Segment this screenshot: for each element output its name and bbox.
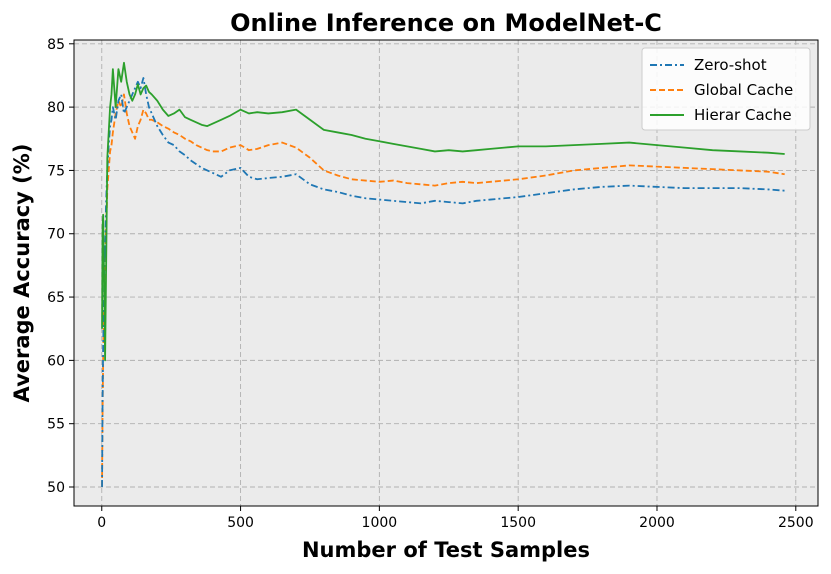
ticks-layer: 0 500 1000 1500 2000 2500 50 55 60 65 70 75 80 85: [47, 37, 813, 531]
legend-label: Hierar Cache: [694, 106, 792, 124]
legend-label: Global Cache: [694, 81, 793, 99]
x-tick-label: 1000: [362, 515, 398, 531]
chart-title: Online Inference on ModelNet-C: [230, 9, 662, 37]
series-line-hierar-cache: [101, 61, 785, 362]
y-tick-label: 85: [47, 37, 65, 53]
y-tick-label: 70: [47, 227, 65, 243]
legend-label: Zero-shot: [694, 56, 767, 74]
x-tick-label: 2500: [778, 515, 814, 531]
y-tick-label: 50: [47, 480, 65, 496]
legend-box: [641, 47, 811, 131]
y-tick-label: 60: [47, 353, 65, 369]
x-tick-label: 500: [227, 515, 254, 531]
x-axis-label: Number of Test Samples: [302, 538, 590, 562]
series-line-global-cache: [101, 93, 785, 488]
y-axis-label: Average Accuracy (%): [10, 144, 34, 403]
legend: Zero-shot Global Cache Hierar Cache: [641, 47, 811, 131]
x-tick-label: 0: [97, 515, 106, 531]
x-tick-label: 1500: [500, 515, 536, 531]
series-layer: [101, 61, 785, 488]
y-tick-label: 80: [47, 100, 65, 116]
x-tick-label: 2000: [639, 515, 675, 531]
y-tick-label: 55: [47, 417, 65, 433]
y-tick-label: 75: [47, 163, 65, 179]
y-tick-label: 65: [47, 290, 65, 306]
series-line-zero-shot: [101, 77, 785, 488]
plot-frame: [73, 39, 819, 507]
